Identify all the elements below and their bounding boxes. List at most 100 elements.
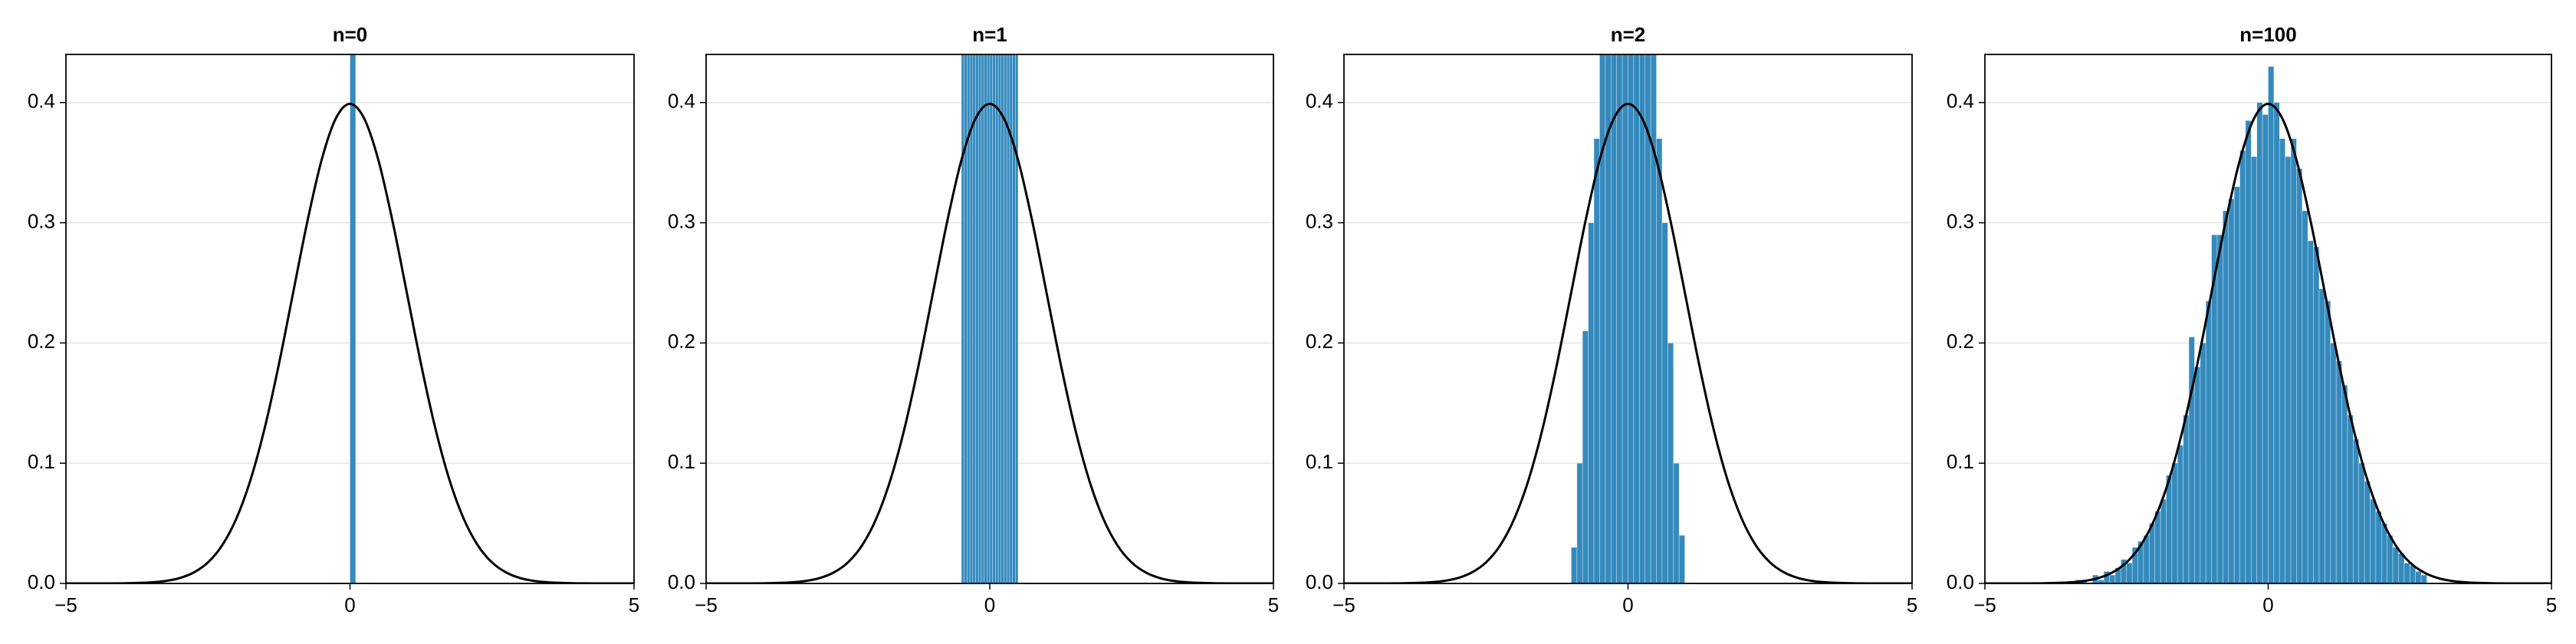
histogram-bar — [2375, 511, 2382, 583]
histogram-bar — [1673, 462, 1680, 583]
histogram-bar — [2262, 114, 2269, 583]
histogram-bar — [961, 54, 965, 583]
x-tick-label: 5 — [1907, 593, 1917, 616]
histogram-bar — [2313, 246, 2320, 583]
histogram-bar — [2364, 481, 2371, 583]
histogram-bar — [2228, 198, 2235, 583]
y-tick-label: 0.1 — [28, 450, 55, 473]
histogram-bar — [2353, 439, 2360, 583]
histogram-bar — [1610, 54, 1617, 583]
plot-area — [1985, 66, 2551, 583]
histogram-bar — [2143, 534, 2150, 583]
histogram-bar — [2347, 415, 2354, 583]
x-tick-label: 0 — [2262, 593, 2273, 616]
histogram-bar — [989, 54, 994, 583]
histogram-bar — [969, 54, 974, 583]
histogram-bar — [2171, 462, 2178, 583]
histogram-bar — [992, 54, 996, 583]
histogram-bar — [2154, 511, 2161, 583]
density-curve — [66, 102, 634, 583]
histogram-bar — [2216, 234, 2223, 583]
y-tick-label: 0.3 — [28, 209, 55, 232]
histogram-bar — [2398, 553, 2405, 583]
histogram-bar — [2404, 563, 2410, 583]
panel: n=100 0.0 0.1 0.2 0.3 0.4 −5 0 5 — [1947, 23, 2557, 616]
panel-title: n=1 — [972, 23, 1007, 46]
histogram-bar — [2126, 563, 2133, 583]
histogram-bar — [1661, 222, 1668, 583]
y-tick-label: 0.2 — [1306, 330, 1333, 353]
histogram-bar — [2268, 66, 2275, 583]
histogram-bar — [964, 54, 968, 583]
histogram-bar — [2245, 120, 2252, 583]
y-tick-label: 0.3 — [1306, 209, 1333, 232]
histogram-bar — [2273, 102, 2280, 583]
axes-frame — [1343, 54, 1913, 584]
panel-title: n=2 — [1611, 23, 1646, 46]
histogram-bar — [2420, 574, 2427, 583]
histogram-bar — [1668, 343, 1674, 583]
histogram-bar — [2370, 498, 2377, 583]
histogram-bar — [984, 54, 987, 583]
histogram-bar — [1639, 54, 1646, 583]
density-curve — [706, 102, 1273, 583]
y-tick-label: 0.4 — [668, 90, 695, 113]
histogram-bar — [2296, 168, 2303, 583]
histogram-bar — [1576, 462, 1583, 583]
y-tick-label: 0.2 — [28, 330, 55, 353]
histogram-bar — [2285, 156, 2292, 583]
histogram-bar — [2325, 301, 2331, 583]
histogram-bar — [2256, 102, 2263, 583]
panel: n=0 0.0 0.1 0.2 0.3 0.4 −5 0 5 — [28, 23, 639, 616]
histogram-bar — [1004, 54, 1007, 583]
y-tick-label: 0.3 — [668, 209, 695, 232]
histogram-bar — [2392, 547, 2399, 583]
axes-frame — [705, 54, 1274, 584]
histogram-bar — [2109, 574, 2116, 583]
x-tick-label: 5 — [629, 593, 639, 616]
panel-title: n=100 — [2239, 23, 2296, 46]
histogram-bar — [1622, 54, 1628, 583]
histogram-bar — [987, 54, 991, 583]
histogram-bar — [2387, 534, 2394, 583]
histogram-bar — [1678, 534, 1685, 583]
histogram-bar — [2239, 150, 2246, 583]
histogram-bar — [1588, 222, 1595, 583]
histogram-bar — [997, 54, 1002, 583]
x-tick-label: −5 — [695, 593, 718, 616]
x-tick-label: −5 — [1332, 593, 1355, 616]
histogram-bar — [2149, 523, 2156, 583]
histogram-bar — [2200, 343, 2206, 583]
histogram-bar — [1001, 54, 1004, 583]
histogram-bar — [1582, 330, 1589, 583]
histogram-bar — [2279, 138, 2285, 583]
histogram-bar — [2233, 186, 2240, 583]
histogram-bar — [1599, 54, 1606, 583]
x-tick-label: 0 — [984, 593, 995, 616]
histogram-bar — [1644, 54, 1651, 583]
histogram-bar — [1616, 54, 1623, 583]
histogram-bar — [2188, 337, 2195, 583]
panel-title: n=0 — [333, 23, 368, 46]
histogram-bar — [1605, 54, 1612, 583]
plot-area — [706, 54, 1273, 583]
histogram-bar — [1650, 54, 1657, 583]
y-tick-label: 0.1 — [1947, 450, 1974, 473]
histogram-bar — [1015, 54, 1019, 583]
y-tick-label: 0.4 — [1306, 90, 1333, 113]
histogram-bar — [2341, 384, 2348, 583]
histogram-bar — [2205, 301, 2212, 583]
histogram-bar — [967, 54, 971, 583]
x-tick-label: 0 — [344, 593, 355, 616]
y-tick-label: 0.0 — [1306, 570, 1333, 593]
y-tick-label: 0.4 — [1947, 90, 1974, 113]
histogram-bar — [2177, 445, 2183, 583]
x-tick-label: 5 — [2546, 593, 2557, 616]
axes-frame — [1984, 54, 2552, 584]
histogram-bar — [2307, 240, 2314, 583]
y-tick-label: 0.2 — [1947, 330, 1974, 353]
panel: n=1 0.0 0.1 0.2 0.3 0.4 −5 0 5 — [668, 23, 1279, 616]
histogram-bar — [995, 54, 999, 583]
histogram-bar — [2358, 462, 2365, 583]
